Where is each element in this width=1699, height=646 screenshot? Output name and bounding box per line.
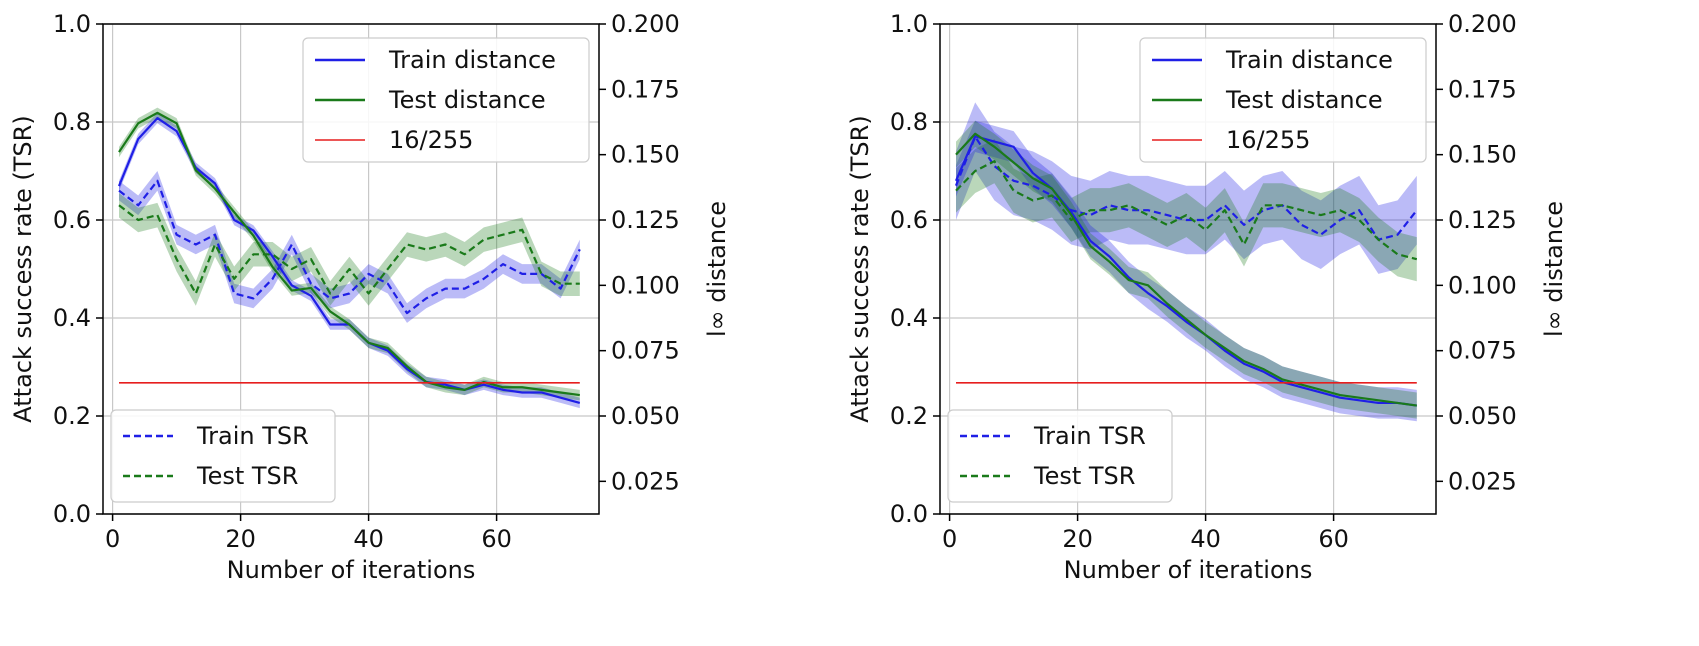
band-train-tsr <box>956 102 1417 274</box>
y-tick-label: 0.4 <box>53 304 91 332</box>
x-tick-label: 60 <box>481 525 512 553</box>
legend-box <box>302 37 590 163</box>
plot-frame <box>939 23 1437 515</box>
x-tick-label: 40 <box>1190 525 1221 553</box>
legend-label: Test distance <box>388 86 546 114</box>
y-tick-label: 0.0 <box>890 500 928 528</box>
legend-box <box>110 409 336 503</box>
y-axis-label: Attack success rate (TSR) <box>9 115 37 422</box>
x-tick-label: 60 <box>1318 525 1349 553</box>
band-test-tsr <box>956 139 1417 282</box>
y2-tick-label: 0.150 <box>611 141 680 169</box>
y2-tick-label: 0.075 <box>611 337 680 365</box>
x-axis-label: Number of iterations <box>1064 556 1313 584</box>
y2-tick-label: 0.025 <box>1448 467 1517 495</box>
plot-frame <box>102 23 600 515</box>
y-tick-label: 0.4 <box>890 304 928 332</box>
series-line-test-tsr <box>955 160 1418 261</box>
series-line-train-tsr <box>954 135 1418 241</box>
x-tick-label: 20 <box>1062 525 1093 553</box>
y2-axis-label: l∞ distance <box>1540 201 1568 337</box>
x-tick-label: 0 <box>942 525 957 553</box>
y2-tick-label: 0.175 <box>611 75 680 103</box>
y2-tick-label: 0.050 <box>611 402 680 430</box>
y2-tick-label: 0.050 <box>1448 402 1517 430</box>
x-axis-label: Number of iterations <box>227 556 476 584</box>
legend-label: Train distance <box>1225 46 1393 74</box>
legend-tsr: Train TSR Test TSR <box>110 409 336 503</box>
legend-distance: Train distance Test distance 16/255 <box>302 37 590 163</box>
x-tick-label: 40 <box>353 525 384 553</box>
band-train-distance <box>956 120 1417 422</box>
y2-tick-label: 0.025 <box>611 467 680 495</box>
y2-tick-label: 0.075 <box>1448 337 1517 365</box>
y2-tick-label: 0.200 <box>611 10 680 38</box>
y2-tick-label: 0.125 <box>1448 206 1517 234</box>
y2-tick-label: 0.100 <box>611 271 680 299</box>
legend-label: Train TSR <box>196 422 309 450</box>
y2-tick-label: 0.100 <box>1448 271 1517 299</box>
plot-area <box>954 102 1418 422</box>
legend-label: Test TSR <box>196 462 298 490</box>
legend-label: Train TSR <box>1033 422 1146 450</box>
x-tick-label: 20 <box>225 525 256 553</box>
series-line-test-distance <box>118 111 580 397</box>
y-tick-label: 0.6 <box>890 206 928 234</box>
y-tick-label: 0.8 <box>890 108 928 136</box>
y2-axis-label: l∞ distance <box>703 201 731 337</box>
band-train-tsr <box>119 171 580 323</box>
y2-tick-label: 0.150 <box>1448 141 1517 169</box>
legend-label: Test TSR <box>1033 462 1135 490</box>
legend-label: Train distance <box>388 46 556 74</box>
y2-tick-label: 0.125 <box>611 206 680 234</box>
y-tick-label: 0.8 <box>53 108 91 136</box>
y-tick-label: 0.0 <box>53 500 91 528</box>
series-line-train-tsr <box>118 179 581 315</box>
legend-distance: Train distance Test distance 16/255 <box>1139 37 1427 163</box>
y-tick-label: 0.6 <box>53 206 91 234</box>
legend-label: Test distance <box>1225 86 1383 114</box>
chart-panel-1: 0 20 40 60 0.0 0.2 0.4 0.6 0.8 1.0 0.025 0.050 0.075… <box>9 10 731 584</box>
legend-box <box>1139 37 1427 163</box>
y-tick-label: 0.2 <box>890 402 928 430</box>
band-test-distance <box>956 120 1417 419</box>
chart-panel-2: 0 20 40 60 0.0 0.2 0.4 0.6 0.8 1.0 0.025 0.050 0.075… <box>846 10 1568 584</box>
legend-tsr: Train TSR Test TSR <box>947 409 1173 503</box>
legend-label: 16/255 <box>389 126 473 154</box>
series-line-test-tsr <box>118 204 580 295</box>
y2-tick-label: 0.175 <box>1448 75 1517 103</box>
series-line-train-distance <box>954 135 1417 407</box>
legend-box <box>947 409 1173 503</box>
y-tick-label: 0.2 <box>53 402 91 430</box>
x-tick-label: 0 <box>105 525 120 553</box>
plot-area <box>117 107 581 409</box>
legend-label: 16/255 <box>1226 126 1310 154</box>
y-axis-label: Attack success rate (TSR) <box>846 115 874 422</box>
series-line-test-distance <box>955 132 1417 407</box>
y2-tick-label: 0.200 <box>1448 10 1517 38</box>
y-tick-label: 1.0 <box>890 10 928 38</box>
y-tick-label: 1.0 <box>53 10 91 38</box>
